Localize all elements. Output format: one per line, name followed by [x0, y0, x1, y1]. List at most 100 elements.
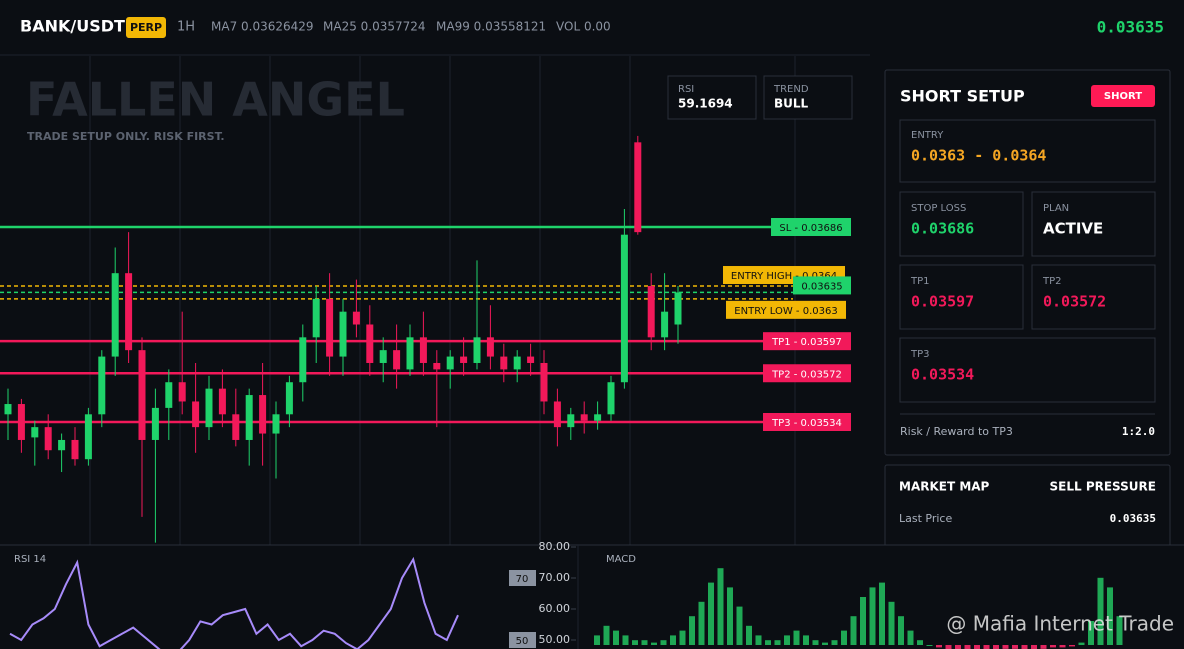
rsi-tick-label: 80.00 [539, 540, 571, 553]
tp1-card [899, 264, 1024, 330]
macd-panel-title: MACD [606, 554, 636, 565]
watermark-subtitle: TRADE SETUP ONLY. RISK FIRST. [27, 130, 225, 143]
macd-bar [727, 587, 733, 645]
level-label: TP1 - 0.03597 [771, 337, 842, 348]
candle-body [272, 414, 280, 434]
rsi-box-value: 59.1694 [678, 97, 733, 111]
setup-panel [884, 69, 1171, 456]
short-badge-text: SHORT [1104, 91, 1142, 102]
tp3-label: TP3 [910, 349, 930, 360]
candle-body [634, 142, 642, 233]
macd-bar [774, 640, 781, 645]
candle-body [111, 273, 119, 357]
level-label-box [793, 276, 851, 295]
bottom-area [0, 545, 1184, 649]
tp1-label: TP1 [910, 276, 930, 287]
interval[interactable]: 1H [177, 20, 195, 35]
candle-body [674, 292, 682, 325]
candle-body [540, 362, 548, 402]
macd-bar [888, 601, 895, 645]
macd-bar [907, 630, 914, 645]
macd-bar [879, 582, 885, 645]
macd-bar [1059, 645, 1066, 648]
macd-bar [1040, 645, 1047, 649]
rr-label: Risk / Reward to TP3 [900, 425, 1013, 438]
plan-label: PLAN [1043, 203, 1069, 214]
candle-body [339, 311, 347, 357]
market-status: SELL PRESSURE [1050, 480, 1156, 494]
macd-bar [651, 642, 657, 645]
candle-body [500, 356, 508, 370]
level-label-box [763, 413, 851, 431]
macd-bar [689, 616, 695, 645]
candle-body [647, 286, 655, 338]
macd-bar [926, 645, 933, 646]
macd-bar [1021, 645, 1028, 649]
macd-bar [1088, 621, 1094, 645]
macd-bar [765, 640, 771, 645]
candle-body [620, 234, 628, 383]
rr-value: 1:2.0 [1122, 425, 1155, 438]
macd-bar [983, 645, 990, 649]
rsi-panel-title: RSI 14 [14, 554, 46, 565]
tp2-label: TP2 [1042, 276, 1062, 287]
macd-bar [812, 640, 819, 645]
level-label: ENTRY HIGH - 0.0364 [731, 271, 837, 282]
rsi-level-box [509, 632, 536, 648]
macd-bar [594, 635, 600, 645]
entry-value: 0.0363 - 0.0364 [911, 147, 1046, 165]
macd-panel [594, 568, 1123, 649]
trend-box [763, 75, 853, 120]
candle-body [567, 414, 575, 428]
rsi-tick-label: 60.00 [539, 602, 571, 615]
tp2-card [1031, 264, 1156, 330]
candle-body [419, 337, 427, 363]
candle-body [433, 362, 441, 370]
macd-bar [679, 630, 686, 645]
setup-title: SHORT SETUP [900, 87, 1025, 106]
macd-bar [964, 645, 971, 649]
candle-body [44, 427, 52, 451]
watermark-title: FALLEN ANGEL [26, 73, 405, 127]
rsi-level-label: 50 [516, 636, 529, 647]
macd-bar [717, 568, 724, 645]
candle-body [580, 414, 588, 421]
macd-bar [1002, 645, 1009, 649]
macd-bar [869, 587, 876, 645]
macd-bar [1050, 645, 1056, 648]
candle-body [393, 350, 401, 370]
candle-body [527, 356, 535, 363]
candle-body [58, 439, 66, 451]
level-label: 0.03635 [801, 281, 842, 292]
sl-label: STOP LOSS [911, 203, 966, 214]
macd-bar [784, 635, 790, 645]
candle-body [594, 414, 602, 421]
macd-bar [622, 635, 629, 645]
chart-grid [89, 56, 796, 545]
candle-body [352, 311, 360, 325]
candle-body [460, 356, 468, 363]
candle-body [473, 337, 481, 363]
macd-bar [670, 635, 676, 645]
candle-body [259, 395, 267, 434]
rsi-box [667, 75, 757, 120]
candle-body [406, 337, 414, 370]
macd-bar [698, 601, 705, 645]
rsi-level-label: 70 [516, 574, 529, 585]
rsi-level-box [509, 570, 536, 586]
macd-bar [746, 625, 752, 645]
candle-body [326, 298, 334, 357]
candle-body [4, 404, 12, 415]
macd-bar [708, 582, 714, 645]
macd-bar [917, 640, 923, 645]
macd-bar [993, 645, 999, 649]
rsi-tick-label: 50.00 [539, 633, 571, 646]
candle-body [446, 356, 454, 370]
level-label: ENTRY LOW - 0.0363 [734, 306, 837, 317]
macd-bar [841, 630, 847, 645]
sl-card [899, 191, 1024, 257]
rsi-panel: 80.00 70.00 60.00 50.00 70 50 [9, 540, 576, 649]
entry-card [899, 119, 1156, 183]
